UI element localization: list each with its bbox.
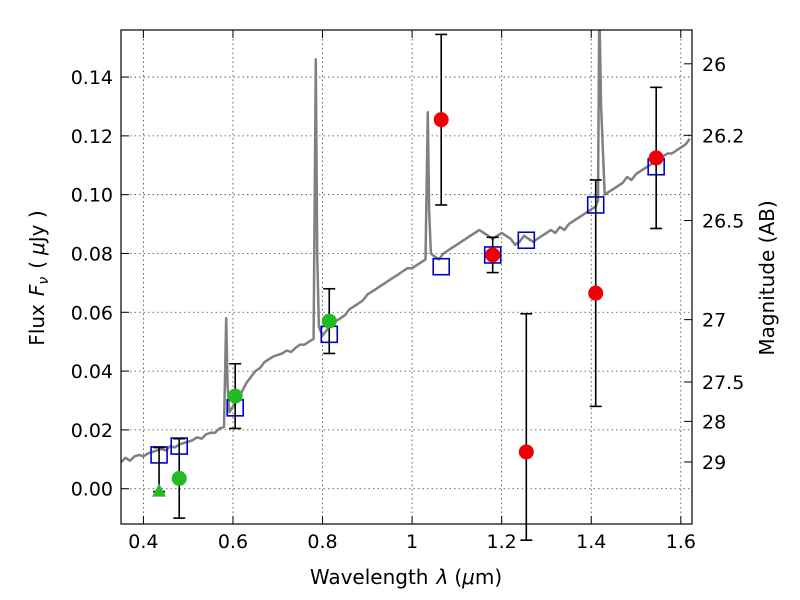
photometry-point xyxy=(321,313,337,329)
synthetic-photometry-square xyxy=(432,257,451,276)
plot-frame xyxy=(120,29,693,525)
y-tick-label: 0.08 xyxy=(71,243,113,265)
x-tick-label: 0.4 xyxy=(128,531,158,553)
grid xyxy=(121,30,692,524)
y2-tick-label: 26.5 xyxy=(702,211,744,233)
x-axis-label: Wavelength λ (μm) xyxy=(310,565,502,589)
y2-tick-label: 26 xyxy=(702,54,726,76)
y2-axis-label: Magnitude (AB) xyxy=(755,200,779,355)
x-tick-label: 1 xyxy=(406,531,418,553)
y2-tick-label: 26.2 xyxy=(702,125,744,147)
y-tick-label: 0.02 xyxy=(71,420,113,442)
photometry-point xyxy=(227,388,243,404)
model-spectrum-line xyxy=(121,30,691,464)
x-tick-label: 1.2 xyxy=(487,531,517,553)
photometry-point xyxy=(588,285,604,301)
x-tick-label: 0.8 xyxy=(307,531,337,553)
x-tick-label: 1.6 xyxy=(666,531,696,553)
ticks: 0.4 0.6 0.8 1 1.2 1.4 1.6 0.00 0.02 0.04 0.06 0.08 0… xyxy=(71,30,744,553)
photometry-point xyxy=(433,112,449,128)
y-tick-label: 0.14 xyxy=(71,67,113,89)
synthetic-photometry-square xyxy=(517,231,536,250)
y-tick-label: 0.04 xyxy=(71,361,113,383)
photometry-point xyxy=(171,470,187,486)
y2-tick-label: 29 xyxy=(702,452,726,474)
plot-area xyxy=(121,30,692,524)
marker-layer xyxy=(150,33,665,541)
x-tick-label: 1.4 xyxy=(576,531,606,553)
x-tick-label: 0.6 xyxy=(218,531,248,553)
y-tick-label: 0.00 xyxy=(71,479,113,501)
photometry-point xyxy=(648,150,664,166)
upper-limit-triangle xyxy=(152,483,167,497)
series-layer xyxy=(121,30,691,464)
y2-tick-label: 27 xyxy=(702,310,726,332)
y-tick-label: 0.06 xyxy=(71,302,113,324)
y2-tick-label: 27.5 xyxy=(702,372,744,394)
y-tick-label: 0.10 xyxy=(71,185,113,207)
photometry-point xyxy=(485,247,501,263)
y-axis-label: FluxFν(μJy ) xyxy=(25,210,52,345)
photometry-point xyxy=(518,444,534,460)
y-tick-label: 0.12 xyxy=(71,126,113,148)
y2-tick-label: 28 xyxy=(702,411,726,433)
